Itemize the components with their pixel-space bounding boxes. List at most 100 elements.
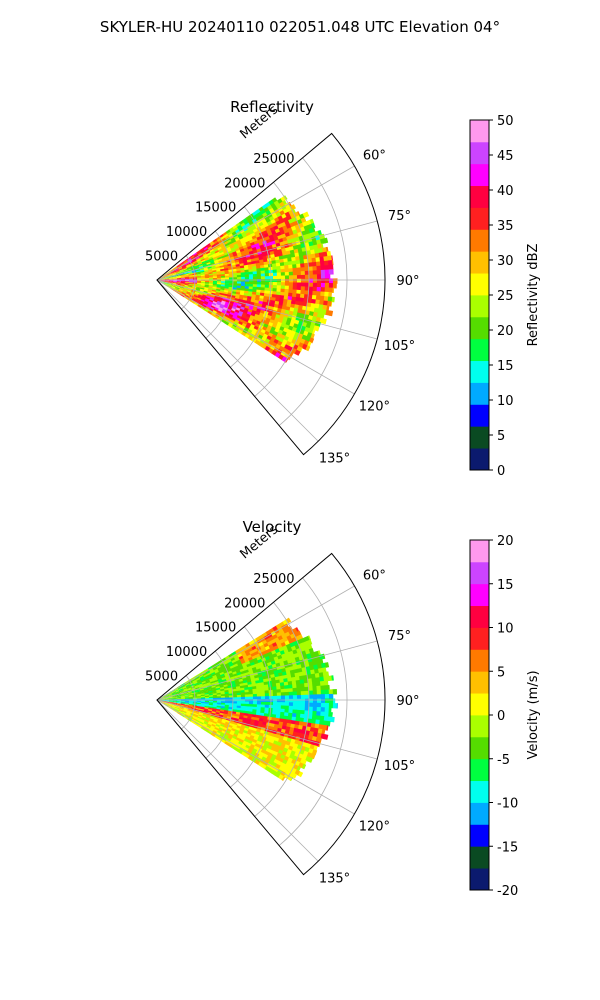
data-cell: [286, 302, 292, 308]
data-cell: [164, 702, 169, 705]
data-cell: [160, 701, 165, 704]
data-cell: [206, 714, 212, 718]
data-cell: [284, 288, 290, 294]
data-cell: [212, 274, 218, 277]
data-cell: [231, 249, 237, 253]
data-cell: [255, 740, 262, 746]
data-cell: [164, 283, 169, 286]
data-cell: [172, 698, 178, 700]
data-cell: [164, 700, 170, 702]
data-cell: [177, 264, 182, 268]
data-cell: [307, 635, 312, 641]
data-cell: [287, 677, 293, 683]
data-cell: [252, 704, 258, 708]
data-cell: [208, 720, 214, 725]
data-cell: [175, 691, 180, 694]
data-cell: [314, 252, 320, 259]
data-cell: [200, 705, 206, 708]
data-cell: [212, 666, 218, 671]
data-cell: [228, 275, 234, 278]
data-cell: [274, 676, 280, 681]
data-cell: [208, 256, 214, 260]
data-cell: [224, 721, 230, 726]
data-cell: [171, 692, 177, 695]
data-cell: [323, 256, 329, 262]
data-cell: [188, 286, 193, 289]
data-cell: [196, 298, 201, 302]
data-cell: [307, 294, 313, 300]
data-cell: [195, 676, 201, 680]
data-cell: [312, 278, 318, 284]
data-cell: [164, 282, 169, 285]
data-cell: [291, 260, 297, 266]
data-cell: [227, 735, 233, 740]
data-cell: [276, 695, 282, 700]
data-cell: [332, 269, 334, 275]
data-cell: [251, 225, 257, 231]
data-cell: [180, 282, 186, 284]
data-cell: [207, 303, 212, 308]
data-cell: [256, 265, 261, 270]
data-cell: [180, 282, 186, 285]
data-cell: [300, 687, 306, 692]
data-cell: [215, 251, 221, 256]
data-cell: [288, 666, 295, 672]
data-cell: [196, 677, 201, 681]
data-cell: [288, 268, 294, 273]
data-cell: [226, 296, 232, 300]
data-cell: [232, 251, 238, 255]
data-cell: [172, 278, 178, 280]
data-cell: [280, 688, 286, 693]
data-cell: [324, 693, 330, 700]
data-cell: [248, 281, 254, 285]
data-cell: [272, 686, 277, 691]
data-cell: [164, 282, 169, 285]
data-cell: [272, 272, 278, 277]
data-cell: [235, 222, 241, 228]
data-cell: [328, 283, 334, 289]
data-cell: [307, 718, 313, 724]
data-cell: [197, 251, 202, 255]
colorbar-label: Velocity (m/s): [526, 670, 541, 759]
data-cell: [216, 697, 222, 700]
data-cell: [308, 706, 314, 712]
data-cell: [316, 698, 322, 704]
data-cell: [209, 726, 215, 731]
data-cell: [274, 256, 280, 261]
data-cell: [180, 702, 186, 704]
data-cell: [167, 692, 172, 695]
data-cell: [194, 674, 199, 678]
data-cell: [324, 269, 330, 275]
data-cell: [296, 732, 302, 738]
data-cell: [228, 695, 234, 698]
data-cell: [175, 287, 180, 290]
data-cell: [328, 711, 333, 718]
data-cell: [272, 695, 278, 700]
data-cell: [200, 281, 206, 284]
data-cell: [217, 717, 223, 721]
data-cell: [312, 690, 318, 696]
data-cell: [240, 703, 246, 707]
data-cell: [236, 272, 242, 276]
azimuth-tick-label: 75°: [388, 209, 411, 224]
data-cell: [200, 695, 206, 698]
data-cell: [236, 692, 242, 696]
data-cell: [211, 711, 217, 714]
data-cell: [196, 271, 201, 274]
data-cell: [243, 729, 249, 735]
data-cell: [239, 318, 245, 324]
data-cell: [323, 680, 329, 686]
data-cell: [233, 226, 239, 232]
data-cell: [197, 259, 202, 263]
data-cell: [214, 735, 220, 740]
data-cell: [317, 650, 321, 656]
data-cell: [304, 262, 309, 268]
data-cell: [316, 274, 322, 280]
data-cell: [188, 693, 193, 695]
data-cell: [317, 247, 324, 254]
data-cell: [252, 318, 258, 324]
data-cell: [200, 678, 206, 682]
data-cell: [289, 669, 295, 675]
data-cell: [252, 279, 258, 283]
data-cell: [283, 678, 289, 683]
